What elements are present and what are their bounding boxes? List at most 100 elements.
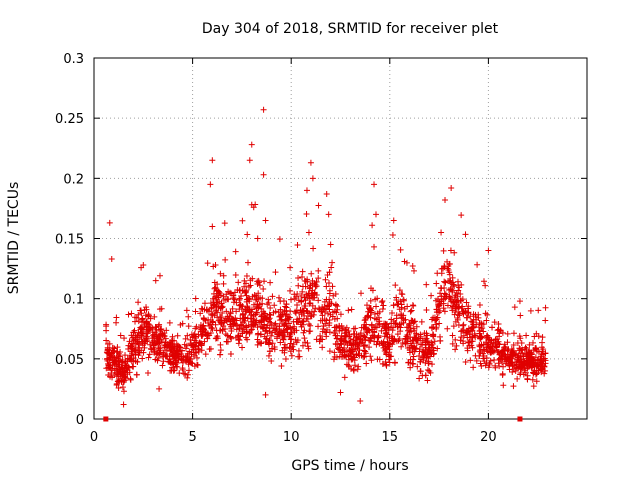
data-point bbox=[250, 204, 257, 211]
data-point bbox=[272, 320, 279, 327]
data-point bbox=[239, 344, 246, 351]
data-point bbox=[487, 339, 494, 346]
data-point bbox=[286, 333, 293, 340]
data-point bbox=[407, 308, 414, 315]
y-tick-label: 0.15 bbox=[55, 233, 84, 248]
data-point bbox=[182, 345, 189, 352]
data-point bbox=[463, 314, 470, 321]
data-point bbox=[538, 366, 545, 373]
data-point bbox=[236, 297, 243, 304]
data-point bbox=[142, 338, 149, 345]
data-point bbox=[410, 353, 417, 360]
data-point bbox=[135, 311, 142, 318]
data-point bbox=[430, 332, 437, 339]
data-point bbox=[166, 319, 173, 326]
data-point bbox=[488, 337, 495, 344]
data-point bbox=[320, 306, 327, 313]
data-point bbox=[177, 321, 184, 328]
data-point bbox=[269, 340, 276, 347]
data-point bbox=[247, 277, 254, 284]
data-point bbox=[221, 220, 228, 227]
data-point bbox=[433, 309, 440, 316]
data-point bbox=[184, 352, 191, 359]
data-point bbox=[533, 346, 540, 353]
data-point bbox=[425, 358, 432, 365]
data-point bbox=[145, 370, 152, 377]
data-point bbox=[291, 291, 298, 298]
data-point bbox=[533, 378, 540, 385]
data-point bbox=[491, 319, 498, 326]
data-point bbox=[492, 364, 499, 371]
data-point bbox=[325, 279, 332, 286]
data-point bbox=[480, 346, 487, 353]
data-point bbox=[452, 346, 459, 353]
data-point bbox=[455, 287, 462, 294]
data-point bbox=[337, 311, 344, 318]
data-point bbox=[383, 330, 390, 337]
data-point bbox=[533, 330, 540, 337]
data-point bbox=[129, 334, 136, 341]
data-point bbox=[280, 327, 287, 334]
data-point bbox=[294, 242, 301, 249]
data-point bbox=[309, 175, 316, 182]
data-point bbox=[371, 243, 378, 250]
data-point bbox=[510, 383, 517, 390]
data-point bbox=[216, 313, 223, 320]
data-point bbox=[489, 324, 496, 331]
data-point bbox=[302, 297, 309, 304]
data-point bbox=[373, 303, 380, 310]
data-point bbox=[247, 282, 254, 289]
data-point bbox=[210, 263, 217, 270]
data-point bbox=[315, 275, 322, 282]
data-point bbox=[193, 354, 200, 361]
data-point bbox=[426, 368, 433, 375]
data-point bbox=[135, 347, 142, 354]
data-point bbox=[156, 272, 163, 279]
data-point bbox=[217, 347, 224, 354]
data-point bbox=[361, 321, 368, 328]
data-point bbox=[368, 357, 375, 364]
data-point bbox=[455, 312, 462, 319]
data-point bbox=[458, 281, 465, 288]
data-point bbox=[457, 290, 464, 297]
data-point bbox=[220, 272, 227, 279]
data-point bbox=[373, 341, 380, 348]
data-point bbox=[482, 362, 489, 369]
data-point bbox=[243, 287, 250, 294]
data-point bbox=[413, 340, 420, 347]
data-point bbox=[259, 313, 266, 320]
data-point bbox=[343, 348, 350, 355]
data-point bbox=[333, 323, 340, 330]
data-point bbox=[500, 363, 507, 370]
data-point bbox=[433, 280, 440, 287]
data-point bbox=[113, 314, 120, 321]
data-point bbox=[104, 357, 111, 364]
data-point bbox=[422, 372, 429, 379]
data-point bbox=[389, 231, 396, 238]
data-point bbox=[323, 317, 330, 324]
data-point bbox=[392, 320, 399, 327]
data-point bbox=[385, 356, 392, 363]
data-point bbox=[297, 307, 304, 314]
data-point bbox=[220, 322, 227, 329]
data-point bbox=[446, 278, 453, 285]
data-point bbox=[512, 367, 519, 374]
data-point bbox=[113, 363, 120, 370]
data-point bbox=[326, 322, 333, 329]
data-point bbox=[332, 302, 339, 309]
data-point bbox=[155, 345, 162, 352]
data-point bbox=[218, 300, 225, 307]
data-point bbox=[361, 353, 368, 360]
data-point bbox=[277, 306, 284, 313]
data-point bbox=[307, 159, 314, 166]
data-point bbox=[367, 304, 374, 311]
data-point bbox=[236, 337, 243, 344]
data-point bbox=[163, 353, 170, 360]
data-point bbox=[227, 351, 234, 358]
data-point bbox=[329, 283, 336, 290]
data-point bbox=[334, 345, 341, 352]
x-tick-label: 15 bbox=[382, 430, 399, 445]
data-point bbox=[319, 328, 326, 335]
data-point bbox=[241, 326, 248, 333]
